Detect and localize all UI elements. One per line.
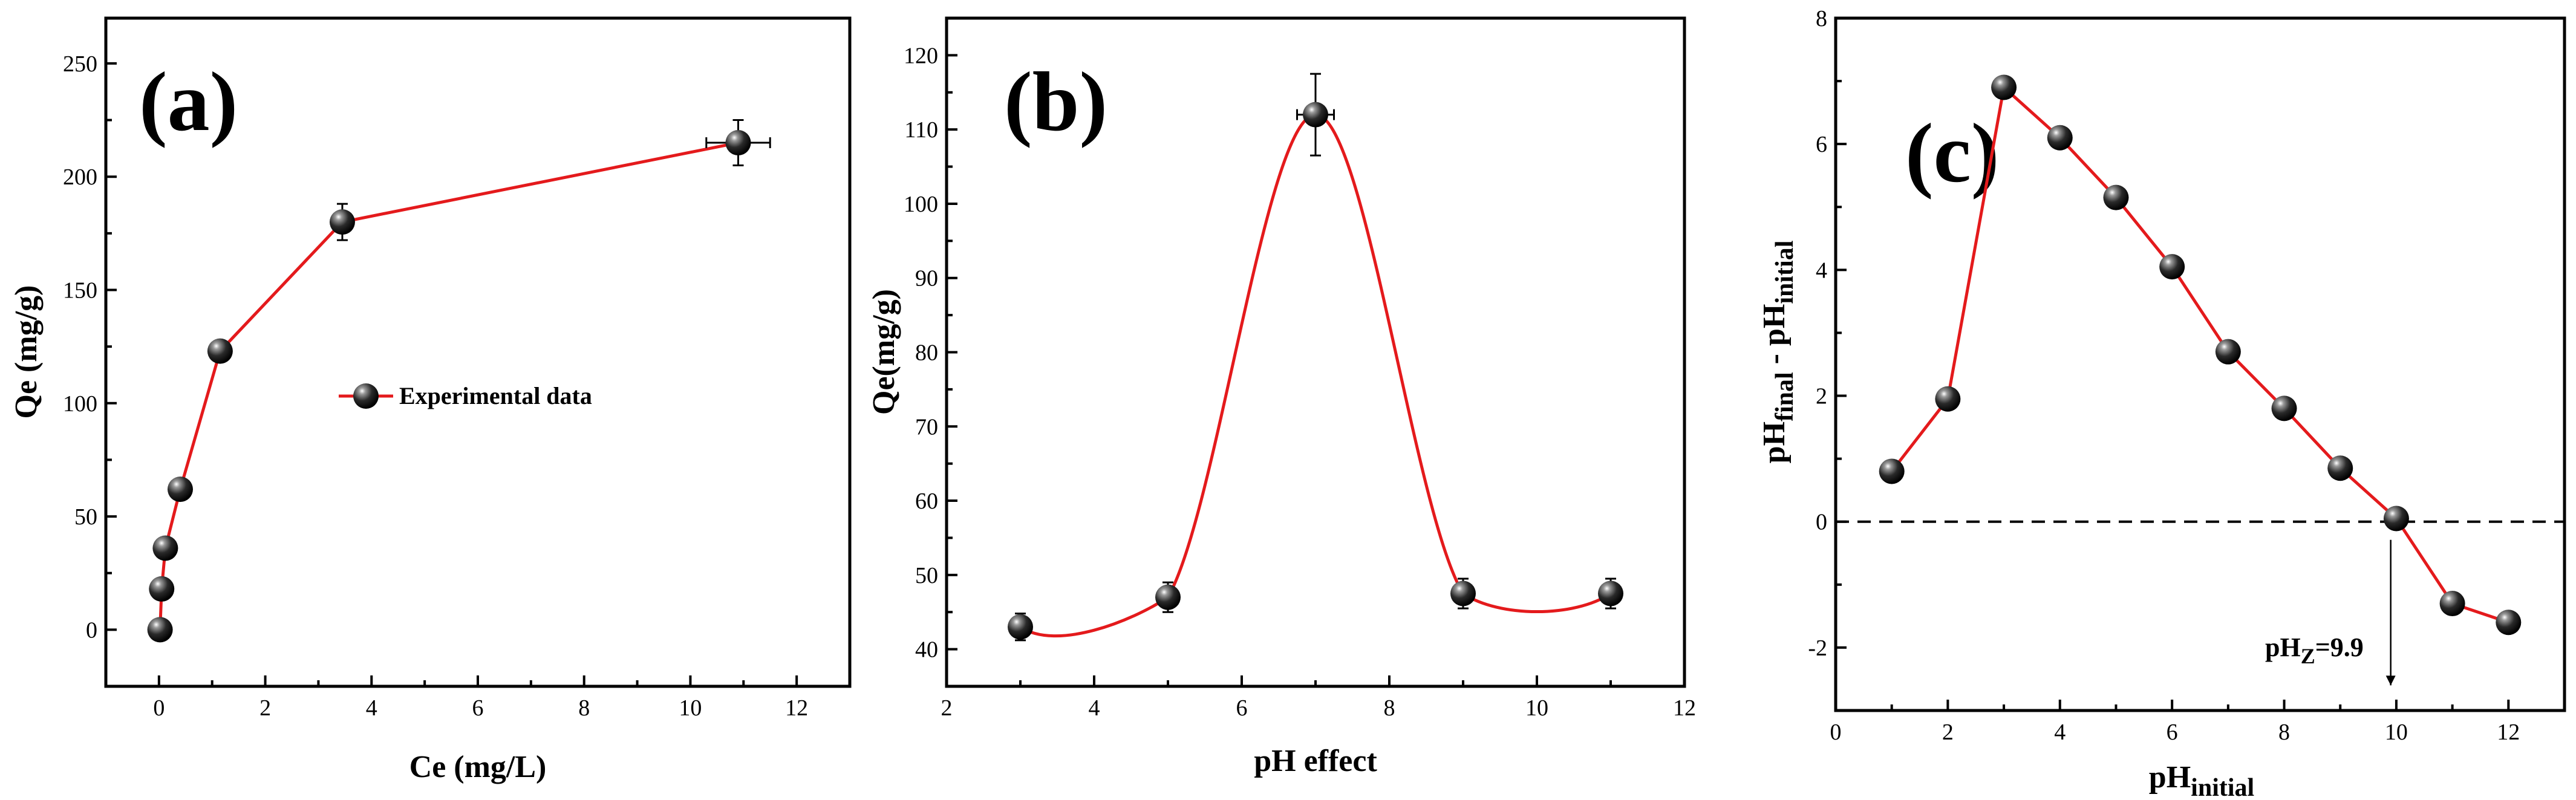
chart-c-x-tick-label: 0	[1830, 720, 1842, 745]
chart-a-x-tick-label: 4	[366, 695, 377, 721]
chart-a-ylabel: Qe (mg/g)	[9, 285, 44, 419]
chart-c-pzc-arrowhead	[2385, 675, 2396, 686]
chart-a-x-tick-label: 6	[472, 695, 484, 721]
chart-b-data-point	[1155, 584, 1181, 610]
chart-b-series-line	[1019, 113, 1612, 637]
chart-c-data-point	[2383, 506, 2409, 532]
chart-a-x-tick-label: 0	[153, 695, 165, 721]
chart-c-data-point	[1991, 74, 2017, 100]
chart-c-data-point	[2439, 591, 2465, 617]
chart-a-y-tick-label: 250	[63, 51, 97, 77]
chart-b: (b) pH effect Qe(mg/g) 2 4 6 8 10 12 40 50 60 70 8…	[867, 16, 1696, 778]
chart-b-data-point	[1008, 614, 1033, 640]
chart-b-y-tick-label: 60	[915, 489, 938, 514]
chart-c-y-tick-label: -2	[1808, 636, 1827, 661]
chart-b-panel-label: (b)	[1004, 55, 1107, 149]
chart-b-y-tick-label: 100	[904, 192, 938, 217]
chart-c-x-tick-label: 4	[2054, 720, 2066, 745]
chart-b-y-tick-label: 50	[915, 563, 938, 588]
chart-a-x-tick-label: 10	[679, 695, 702, 721]
chart-c-y-tick-label: 6	[1816, 132, 1827, 157]
chart-b-y-tick-label: 80	[915, 340, 938, 366]
chart-c-data-point	[1879, 458, 1905, 484]
chart-b-x-tick-label: 6	[1236, 695, 1248, 721]
chart-b-data-point	[1598, 580, 1623, 607]
chart-b-y-tick-label: 70	[915, 414, 938, 440]
chart-c-y-tick-label: 2	[1816, 384, 1827, 409]
chart-c-data-point	[2047, 125, 2073, 151]
chart-c-x-tick-label: 6	[2167, 720, 2178, 745]
chart-b-x-tick-label: 12	[1673, 695, 1696, 721]
chart-c-frame	[1834, 16, 2566, 712]
chart-b-x-tick-label: 8	[1384, 695, 1395, 721]
chart-b-x-tick-label: 10	[1525, 695, 1548, 721]
chart-a-data-point	[147, 617, 173, 643]
chart-b-xlabel: pH effect	[1254, 744, 1377, 778]
chart-a-y-tick-label: 100	[63, 391, 97, 417]
chart-b-y-tick-label: 40	[915, 637, 938, 663]
chart-c-data-point	[2215, 339, 2241, 365]
chart-a-panel-label: (a)	[139, 55, 238, 149]
chart-c-data-point	[2271, 395, 2297, 421]
chart-a-data-point	[725, 130, 751, 156]
chart-c-pzc-annotation: pHZ=9.9	[2265, 633, 2364, 668]
chart-a: (a) Ce (mg/L) Qe (mg/g) Experimental dat…	[9, 16, 852, 784]
chart-b-y-tick-label: 110	[904, 117, 938, 143]
chart-b-data-point	[1303, 102, 1328, 128]
chart-a-data-point	[149, 576, 175, 602]
chart-a-y-tick-label: 0	[86, 617, 97, 643]
chart-c-x-tick-label: 2	[1942, 720, 1954, 745]
chart-b-x-tick-label: 4	[1089, 695, 1100, 721]
chart-a-legend-marker	[353, 383, 379, 409]
chart-c-y-tick-label: 0	[1816, 510, 1827, 535]
chart-a-legend-label: Experimental data	[399, 382, 592, 409]
chart-a-xlabel: Ce (mg/L)	[409, 750, 547, 784]
chart-a-data-point	[207, 338, 233, 364]
chart-c-x-tick-label: 10	[2385, 720, 2408, 745]
chart-c-panel-label: (c)	[1905, 106, 1999, 200]
chart-c-data-point	[2327, 455, 2353, 481]
chart-c-data-point	[2496, 610, 2522, 636]
chart-b-ylabel: Qe(mg/g)	[867, 289, 901, 415]
chart-a-x-tick-label: 12	[785, 695, 808, 721]
chart-b-y-tick-label: 90	[915, 266, 938, 291]
chart-c-ylabel: pHfinal - pHinitial	[1757, 241, 1799, 464]
chart-a-legend: Experimental data	[339, 382, 592, 409]
chart-c-x-tick-label: 8	[2278, 720, 2290, 745]
chart-a-y-tick-label: 200	[63, 164, 97, 190]
chart-a-y-tick-label: 150	[63, 278, 97, 303]
chart-a-y-tick-label: 50	[74, 504, 97, 530]
chart-c-data-point	[1935, 386, 1961, 412]
chart-c-x-tick-label: 12	[2497, 720, 2520, 745]
chart-c: (c) pHinitial pHfinal - pHinitial pHZ=9.…	[1757, 6, 2566, 800]
chart-a-x-tick-label: 2	[259, 695, 271, 721]
chart-c-data-point	[2159, 254, 2185, 280]
chart-c-y-tick-label: 8	[1816, 6, 1827, 31]
chart-b-x-tick-label: 2	[941, 695, 953, 721]
chart-a-data-point	[329, 209, 355, 235]
chart-c-y-tick-label: 4	[1816, 258, 1827, 283]
chart-a-data-point	[168, 476, 193, 502]
chart-c-series-line	[1890, 84, 2509, 624]
chart-a-x-tick-label: 8	[578, 695, 590, 721]
chart-c-data-point	[2103, 184, 2129, 210]
chart-c-xlabel: pHinitial	[2149, 760, 2254, 800]
chart-b-data-point	[1450, 580, 1476, 607]
chart-a-data-point	[152, 535, 178, 561]
chart-b-y-tick-label: 120	[904, 43, 938, 68]
